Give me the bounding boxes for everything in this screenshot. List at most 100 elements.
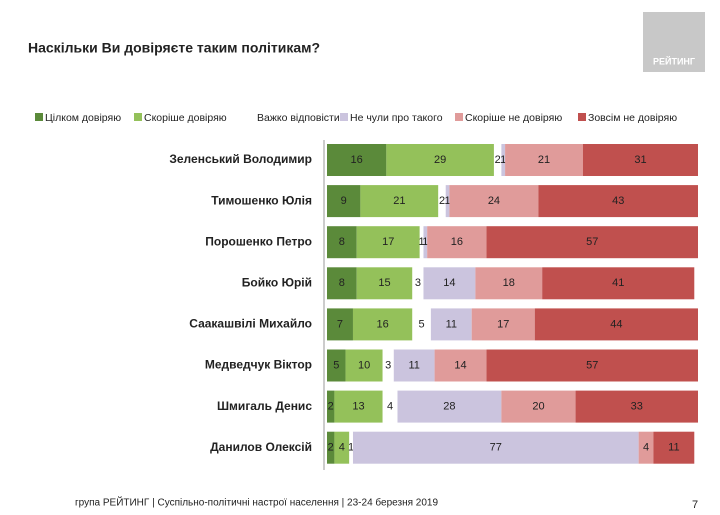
value-label: 77 [490, 442, 502, 454]
bar-segment [349, 431, 353, 464]
bar-segment [352, 431, 639, 464]
bar-segment [542, 267, 695, 300]
value-label: 2 [328, 442, 334, 454]
value-label: 9 [341, 195, 347, 207]
bar-segment [653, 431, 695, 464]
bar-segment [327, 185, 361, 218]
bar-segment [449, 185, 539, 218]
bar-segment [493, 144, 502, 176]
category-label: Саакашвілі Михайло [189, 317, 312, 331]
bar-segment [360, 185, 439, 218]
bar-segment [427, 226, 487, 259]
category-label: Медведчук Віктор [205, 358, 312, 372]
value-label: 16 [377, 318, 389, 330]
bar-segment [475, 267, 543, 300]
value-label: 5 [419, 318, 425, 330]
bar-segment [471, 308, 535, 341]
bar-segment [486, 349, 698, 382]
bar-segment [393, 349, 435, 382]
legend-label: Важко відповісти [257, 112, 340, 124]
bar-segment [334, 431, 350, 464]
bar-segment [397, 390, 502, 423]
bar-segment [327, 226, 357, 259]
legend-marker [247, 113, 255, 121]
category-label: Данилов Олексій [210, 440, 312, 454]
bar-segment [412, 308, 431, 341]
value-label: 1 [500, 154, 506, 166]
value-label: 17 [497, 318, 509, 330]
value-label: 2 [439, 195, 445, 207]
value-label: 11 [668, 442, 679, 454]
bar-segment [419, 226, 424, 259]
bar-segment [382, 390, 398, 423]
bar-segment [327, 431, 335, 464]
legend-label: Цілком довіряю [45, 112, 121, 124]
bar-segment [438, 185, 446, 218]
value-label: 57 [586, 236, 598, 248]
bar-segment [327, 390, 335, 423]
value-label: 28 [443, 401, 455, 413]
value-label: 18 [503, 277, 515, 289]
bar-segment [534, 308, 698, 341]
logo: РЕЙТИНГ [653, 55, 695, 66]
bar-segment [345, 349, 383, 382]
value-label: 1 [419, 236, 425, 248]
value-label: 11 [446, 318, 457, 330]
bar-segment [638, 431, 654, 464]
bar-segment [445, 185, 450, 218]
category-label: Бойко Юрій [242, 275, 312, 289]
value-label: 4 [387, 401, 393, 413]
value-label: 16 [351, 154, 363, 166]
bar-segment [352, 308, 413, 341]
bar-segment [501, 144, 506, 176]
bar-segment [327, 144, 387, 176]
bar-segment [423, 226, 428, 259]
value-label: 29 [434, 154, 446, 166]
value-label: 14 [443, 277, 455, 289]
value-label: 16 [451, 236, 463, 248]
bar-segment [334, 390, 383, 423]
value-label: 24 [488, 195, 500, 207]
bar-segment [423, 267, 476, 300]
value-label: 41 [612, 277, 624, 289]
value-label: 43 [612, 195, 624, 207]
value-label: 5 [333, 359, 339, 371]
value-label: 21 [538, 154, 550, 166]
value-label: 1 [445, 195, 451, 207]
bar-segment [356, 267, 413, 300]
chart-title: Наскільки Ви довіряєте таким політикам? [28, 40, 320, 56]
value-label: 20 [532, 401, 544, 413]
page-number: 7 [692, 499, 698, 511]
legend-marker [134, 113, 142, 121]
legend-marker [455, 113, 463, 121]
value-label: 11 [408, 359, 419, 371]
value-label: 10 [358, 359, 370, 371]
value-label: 1 [422, 236, 428, 248]
value-label: 7 [337, 318, 343, 330]
bar-segment [486, 226, 698, 259]
bar-segment [327, 308, 353, 341]
bar-segment [575, 390, 698, 423]
value-label: 3 [415, 277, 421, 289]
value-label: 57 [586, 359, 598, 371]
category-label: Зеленський Володимир [169, 152, 312, 166]
legend-marker [35, 113, 43, 121]
value-label: 2 [328, 401, 334, 413]
value-label: 2 [495, 154, 501, 166]
bar-segment [430, 308, 472, 341]
category-label: Порошенко Петро [205, 234, 312, 248]
value-label: 8 [339, 277, 345, 289]
value-label: 44 [610, 318, 622, 330]
value-label: 33 [631, 401, 643, 413]
bar-segment [327, 267, 357, 300]
bar-segment [412, 267, 424, 300]
value-label: 31 [634, 154, 646, 166]
bar-segment [538, 185, 698, 218]
bar-segment [386, 144, 494, 176]
bar-segment [356, 226, 420, 259]
legend-label: Не чули про такого [350, 112, 443, 124]
legend-marker [578, 113, 586, 121]
legend-label: Скоріше довіряю [144, 112, 227, 124]
legend-marker [340, 113, 348, 121]
